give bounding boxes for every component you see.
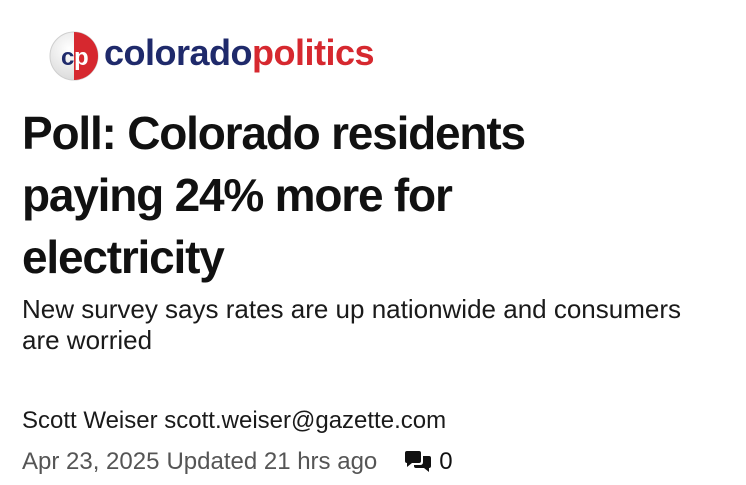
site-logo[interactable]: c p coloradopolitics <box>48 28 375 84</box>
updated-time: Updated 21 hrs ago <box>166 448 378 475</box>
author-email-link[interactable]: scott.weiser@gazette.com <box>164 407 447 434</box>
logo-mark-icon: c p <box>48 30 100 82</box>
article-headline: Poll: Colorado residents paying 24% more… <box>22 107 526 283</box>
svg-text:c: c <box>61 44 74 71</box>
comment-count: 0 <box>439 448 453 475</box>
article-subheadline: New survey says rates are up nationwide … <box>22 294 681 355</box>
author-name-link[interactable]: Scott Weiser <box>22 407 158 434</box>
byline: Scott Weiser scott.weiser@gazette.com <box>22 406 446 436</box>
logo-wordmark: coloradopolitics <box>104 32 375 73</box>
comments-button[interactable]: 0 <box>403 447 453 477</box>
svg-text:p: p <box>74 44 89 71</box>
publish-date: Apr 23, 2025 <box>22 448 160 475</box>
logo-wordmark-part1: colorado <box>104 32 253 73</box>
logo-wordmark-part2: politics <box>252 32 375 73</box>
article-meta: Apr 23, 2025 Updated 21 hrs ago 0 <box>22 447 453 477</box>
comments-icon <box>403 450 433 474</box>
